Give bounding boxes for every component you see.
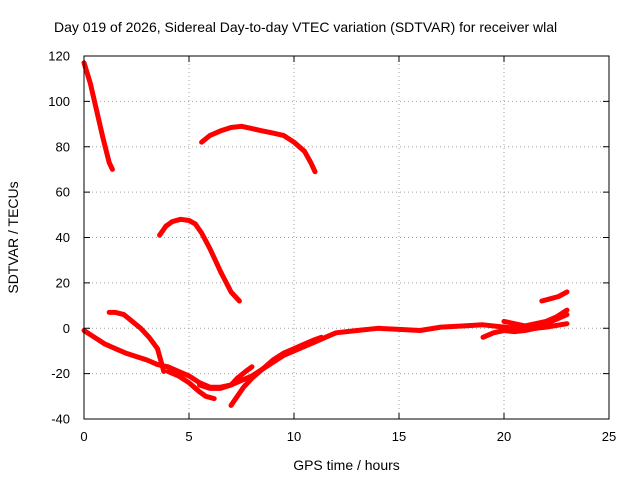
axis-ticks: 0 5 10 15 20 25 -40 -20 0 20 40 60 80 100 120 xyxy=(48,49,616,445)
x-tick-label: 0 xyxy=(80,429,87,444)
x-tick-label: 10 xyxy=(287,429,301,444)
series-arc-2 xyxy=(199,123,318,175)
y-tick-label: 40 xyxy=(56,230,70,245)
y-tick-label: -20 xyxy=(51,366,70,381)
series-arc-10 xyxy=(501,307,570,329)
series-arc-7 xyxy=(228,334,324,408)
y-tick-label: 60 xyxy=(56,185,70,200)
series-arc-3 xyxy=(157,216,242,304)
series-arc-4 xyxy=(106,309,167,374)
y-tick-label: 0 xyxy=(63,321,70,336)
x-axis-label: GPS time / hours xyxy=(293,457,400,473)
series-arc-1 xyxy=(81,60,115,172)
y-tick-label: 80 xyxy=(56,139,70,154)
x-tick-label: 15 xyxy=(392,429,406,444)
y-axis-label: SDTVAR / TECUs xyxy=(5,181,21,293)
y-tick-label: 20 xyxy=(56,275,70,290)
data-series-group xyxy=(81,60,570,408)
y-tick-label: -40 xyxy=(51,412,70,427)
y-tick-label: 100 xyxy=(48,94,70,109)
x-tick-label: 25 xyxy=(602,429,616,444)
series-arc-11 xyxy=(539,289,570,304)
chart-title: Day 019 of 2026, Sidereal Day-to-day VTE… xyxy=(54,19,557,35)
x-tick-label: 5 xyxy=(185,429,192,444)
x-tick-label: 20 xyxy=(497,429,511,444)
gridlines xyxy=(84,56,609,419)
series-arc-8 xyxy=(197,364,255,391)
y-tick-label: 120 xyxy=(48,49,70,64)
series-arc-6 xyxy=(165,368,217,402)
